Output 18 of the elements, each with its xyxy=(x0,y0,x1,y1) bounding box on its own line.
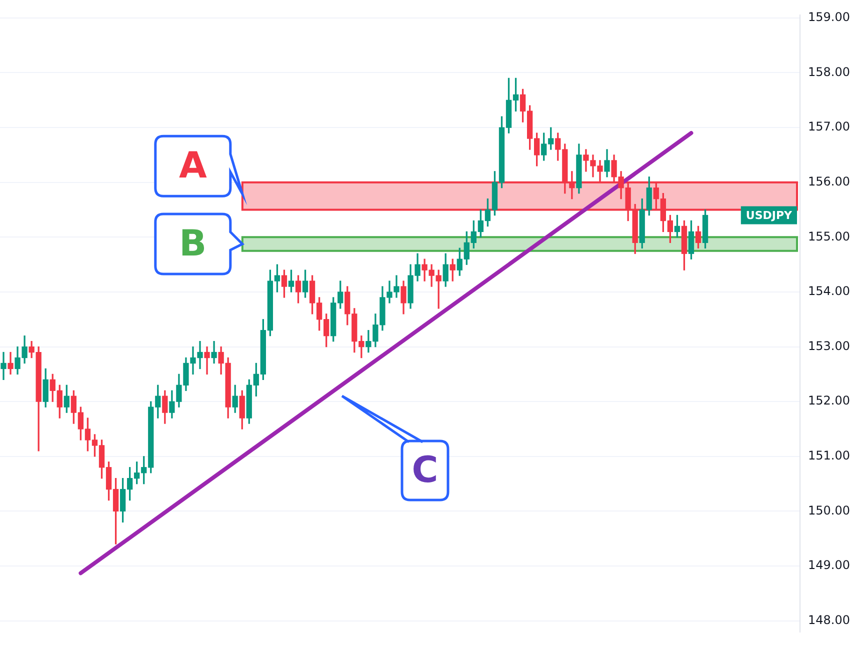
annotation: C xyxy=(412,450,438,491)
y-tick-label: 156.00 xyxy=(808,174,850,188)
annotation: USDJPY xyxy=(746,209,794,222)
y-tick-label: 153.00 xyxy=(808,338,850,353)
y-tick-label: 152.00 xyxy=(808,394,850,408)
y-tick-label: 150.00 xyxy=(808,503,850,518)
y-tick-label: 157.00 xyxy=(808,120,850,134)
band-label: B xyxy=(179,223,207,264)
y-tick-label: 159.00 xyxy=(808,10,850,24)
y-tick-label: 155.00 xyxy=(808,229,850,244)
y-tick-label: 148.00 xyxy=(808,612,850,627)
y-tick-label: 151.00 xyxy=(808,448,850,463)
candlestick xyxy=(0,352,6,380)
band-label: A xyxy=(178,145,207,186)
y-tick-label: 158.00 xyxy=(808,64,850,79)
y-tick-label: 149.00 xyxy=(808,558,850,572)
candlestick xyxy=(204,346,210,375)
y-tick-label: 154.00 xyxy=(808,284,850,298)
